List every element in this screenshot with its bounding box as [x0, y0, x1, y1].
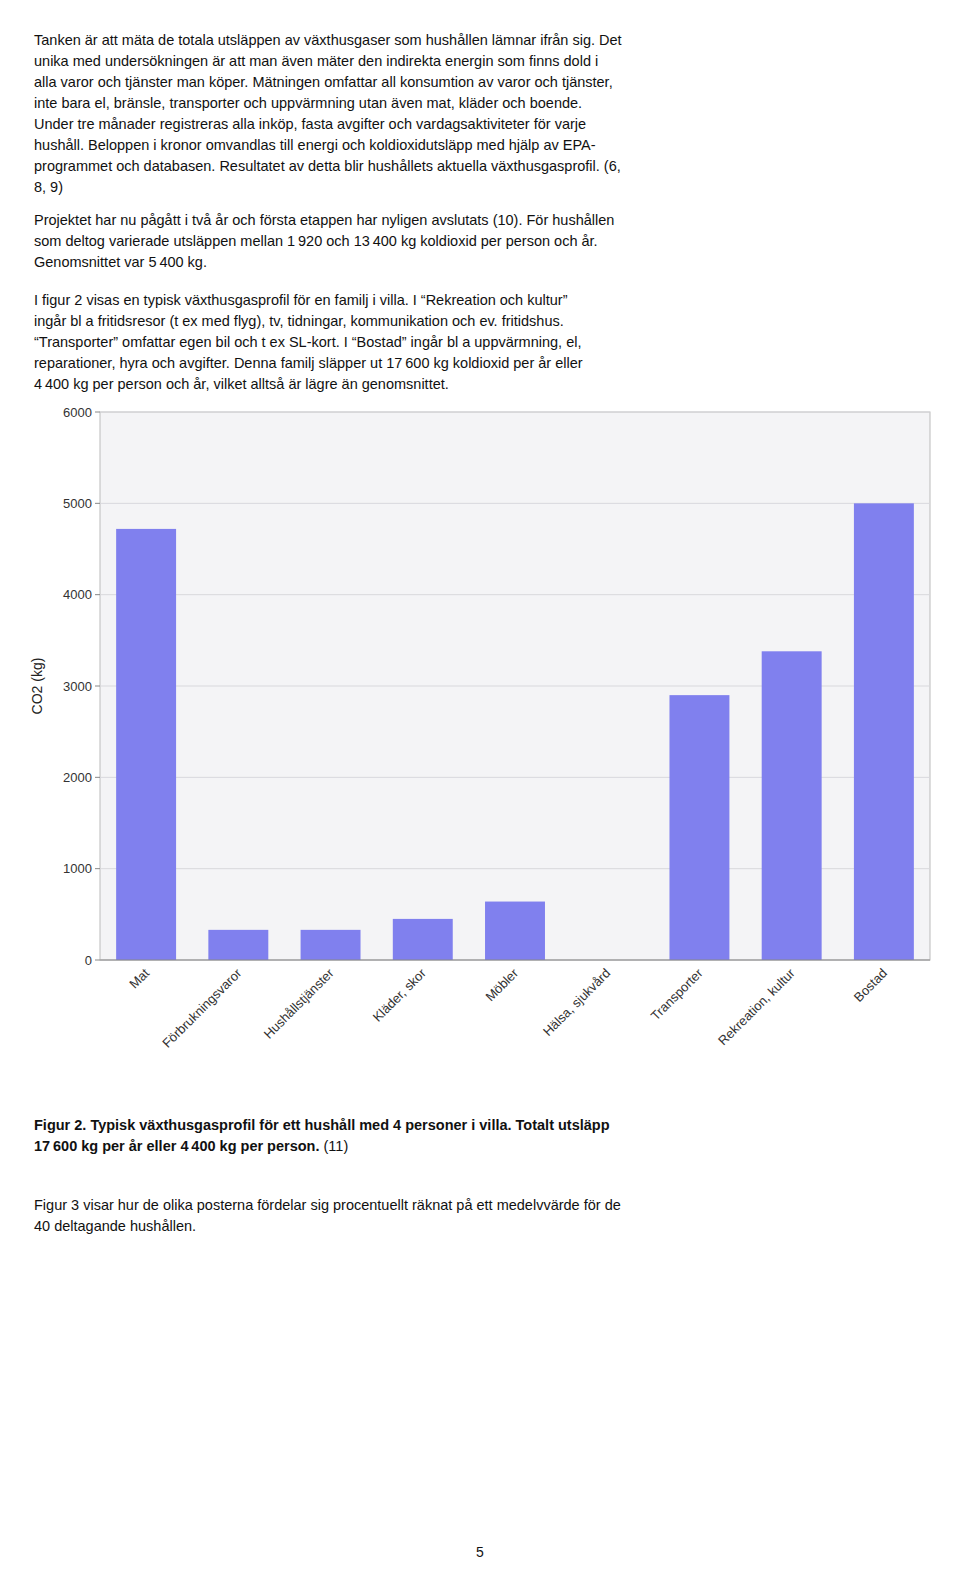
tick-label: Kläder, skor: [370, 965, 430, 1025]
bar: [393, 919, 453, 960]
bar: [116, 529, 176, 960]
tick-mark: [95, 777, 100, 778]
tick-label: 1000: [63, 861, 92, 876]
tick-label: Transporter: [648, 965, 706, 1023]
tick-label: Mat: [126, 965, 152, 991]
bar: [208, 930, 268, 960]
tick-label: Hälsa, sjukvård: [540, 966, 613, 1039]
page: Tanken är att mäta de totala utsläppen a…: [0, 0, 960, 1574]
paragraph: Projektet har nu pågått i två år och för…: [34, 210, 934, 273]
tick-label: Bostad: [851, 966, 890, 1005]
tick-label: 2000: [63, 770, 92, 785]
grid-line: [100, 594, 930, 595]
grid-line: [100, 503, 930, 504]
caption: Figur 2. Typisk växthusgasprofil för ett…: [34, 1115, 934, 1157]
tick-mark: [95, 503, 100, 504]
tick-label: 6000: [63, 405, 92, 420]
tick-label: 3000: [63, 679, 92, 694]
bar: [854, 503, 914, 960]
grid-line: [100, 412, 930, 413]
tick-mark: [95, 686, 100, 687]
bars: [116, 503, 914, 960]
bar: [762, 651, 822, 960]
tick-label: 5000: [63, 496, 92, 511]
footer: Figur 3 visar hur de olika posterna förd…: [34, 1195, 934, 1237]
bar: [669, 695, 729, 960]
paragraph: I figur 2 visas en typisk växthusgasprof…: [34, 290, 934, 395]
tick-mark: [95, 960, 100, 961]
tick-label: Förbrukningsvaror: [159, 965, 245, 1051]
tick-label: 0: [85, 953, 92, 968]
grid-line: [100, 960, 930, 961]
paragraph: Tanken är att mäta de totala utsläppen a…: [34, 30, 934, 198]
page-number: 5: [0, 1544, 960, 1560]
tick-mark: [95, 868, 100, 869]
tick-label: Möbler: [482, 965, 521, 1004]
tick-label: 4000: [63, 587, 92, 602]
bar: [485, 902, 545, 960]
tick-label: Hushållstjänster: [261, 965, 337, 1041]
caption-ref: (11): [324, 1138, 349, 1154]
axis-label: CO2 (kg): [29, 658, 45, 715]
caption-text: Figur 2. Typisk växthusgasprofil för ett…: [34, 1117, 610, 1154]
chart: 0 1000 2000 3000 4000 5000 6000 CO2 (kg) Mat Förb…: [20, 400, 940, 1100]
tick-mark: [95, 594, 100, 595]
bar: [301, 930, 361, 960]
plot-area: [100, 412, 930, 960]
tick-mark: [95, 412, 100, 413]
tick-label: Rekreation, kultur: [715, 965, 798, 1048]
x-axis-line: [100, 960, 930, 961]
